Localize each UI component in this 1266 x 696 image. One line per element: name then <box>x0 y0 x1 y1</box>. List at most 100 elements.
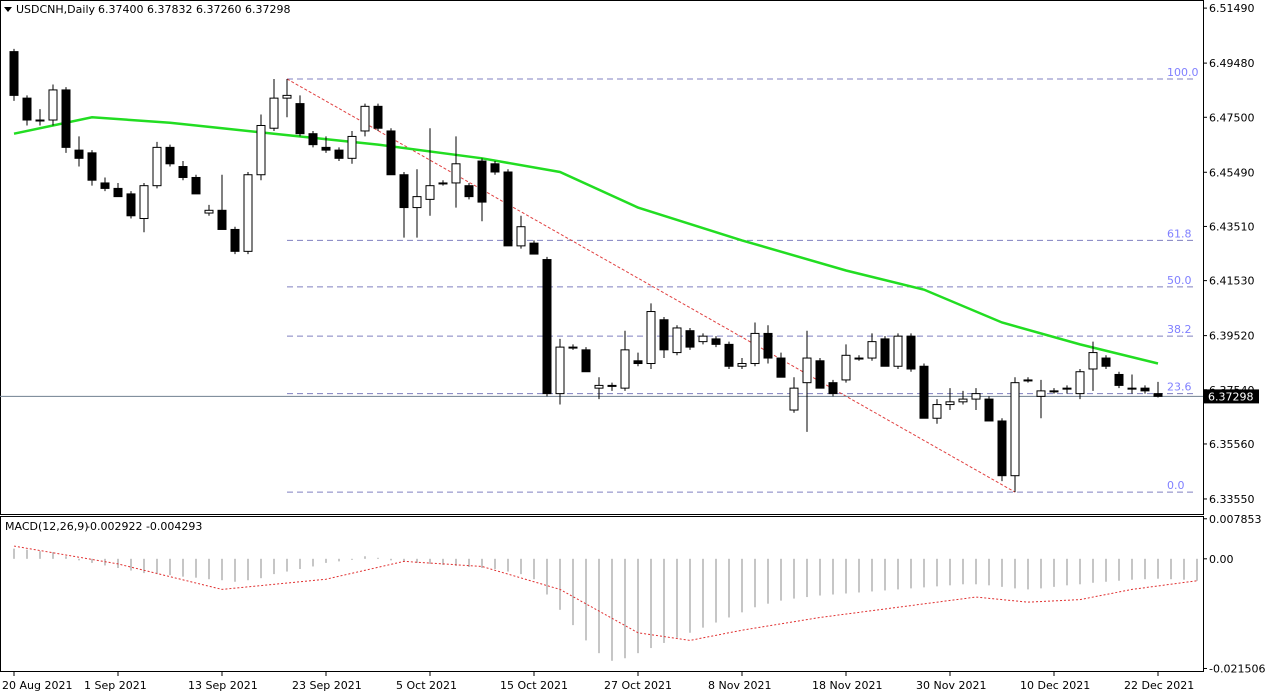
candle-body-up <box>646 311 656 365</box>
price-tick-label: 6.39520 <box>1209 330 1255 343</box>
candle-body-up <box>48 89 58 121</box>
candle-body-down <box>334 149 344 159</box>
candle-body-up <box>1049 390 1059 393</box>
chart-header: USDCNH,Daily 6.37400 6.37832 6.37260 6.3… <box>4 3 290 16</box>
macd-axis: 0.007853 0.00 -0.021506 <box>1203 513 1265 675</box>
candle-body-up <box>1062 387 1072 390</box>
candle-body-up <box>451 163 461 184</box>
candle-body-down <box>386 130 396 176</box>
macd-label: MACD(12,26,9) <box>5 520 89 533</box>
candle-body-up <box>412 196 422 209</box>
price-tick-label: 6.51490 <box>1209 2 1255 15</box>
macd-tick-label: -0.021506 <box>1209 662 1265 675</box>
fibonacci-levels: 100.0 61.8 50.0 38.2 23.6 0.0 <box>0 66 1203 493</box>
macd-plot-frame <box>0 516 1204 672</box>
candle-body-down <box>919 365 929 419</box>
price-tick-label: 6.33550 <box>1209 493 1255 506</box>
candle-body-up <box>139 185 149 220</box>
candle-body-down <box>490 163 500 173</box>
candle-body-down <box>399 174 409 209</box>
candle-body-down <box>815 360 825 389</box>
candle-body-down <box>1114 373 1124 386</box>
candle-body-up <box>750 332 760 365</box>
time-tick-label: 27 Oct 2021 <box>604 679 672 692</box>
macd-tick-label: 0.00 <box>1209 553 1234 566</box>
candle-body-up <box>204 209 214 214</box>
price-axis: 6.51490 6.49480 6.47500 6.45490 6.43510 6.415… <box>1203 2 1259 506</box>
candle-body-down <box>880 338 890 367</box>
candle-body-up <box>867 341 877 359</box>
fib-level-label: 38.2 <box>1167 323 1192 336</box>
time-tick-label: 23 Sep 2021 <box>292 679 362 692</box>
candle-body-down <box>724 343 734 367</box>
candle-body-down <box>373 105 383 129</box>
candle-body-down <box>633 360 643 365</box>
candle-body-up <box>269 97 279 129</box>
candle-body-down <box>61 89 71 148</box>
price-tick-label: 6.41530 <box>1209 275 1255 288</box>
time-tick-label: 8 Nov 2021 <box>708 679 771 692</box>
time-tick-label: 10 Dec 2021 <box>1020 679 1090 692</box>
candle-body-down <box>22 97 32 121</box>
candle-body-down <box>1153 393 1163 397</box>
candle-body-up <box>620 349 630 389</box>
candle-body-down <box>74 149 84 159</box>
fib-level-label: 0.0 <box>1167 479 1185 492</box>
candle-body-down <box>997 420 1007 477</box>
candle-body-down <box>581 349 591 373</box>
price-tick-label: 6.45490 <box>1209 166 1255 179</box>
candle-body-up <box>737 363 747 367</box>
candle-body-down <box>984 398 994 422</box>
current-price-badge <box>1204 389 1259 404</box>
candle-body-down <box>711 338 721 345</box>
candle-body-down <box>477 160 487 203</box>
time-axis: 20 Aug 2021 1 Sep 2021 13 Sep 2021 23 Sep 2… <box>2 672 1194 692</box>
time-tick-label: 20 Aug 2021 <box>2 679 72 692</box>
candle-body-down <box>776 357 786 378</box>
fib-level-label: 50.0 <box>1167 274 1192 287</box>
candle-body-up <box>893 335 903 367</box>
macd-indicator <box>13 545 1198 661</box>
candle-body-down <box>178 166 188 178</box>
candle-body-down <box>763 332 773 359</box>
candle-body-down <box>165 146 175 165</box>
candle-body-down <box>906 335 916 370</box>
candle-body-down <box>191 176 201 195</box>
candle-body-up <box>958 398 968 403</box>
fib-level-label: 61.8 <box>1167 227 1192 240</box>
price-tick-label: 6.49480 <box>1209 57 1255 70</box>
candle-body-up <box>672 327 682 354</box>
candle-body-up <box>789 387 799 411</box>
candle-body-up <box>1075 371 1085 395</box>
candle-body-down <box>217 209 227 230</box>
candle-body-up <box>35 119 45 122</box>
fib-level-label: 100.0 <box>1167 66 1199 79</box>
candlesticks <box>9 48 1163 493</box>
candle-body-down <box>295 103 305 135</box>
candle-body-down <box>1140 387 1150 392</box>
price-tick-label: 6.35560 <box>1209 438 1255 451</box>
candle-body-up <box>555 346 565 395</box>
candle-body-up <box>854 357 864 360</box>
candle-body-up <box>152 146 162 187</box>
time-tick-label: 15 Oct 2021 <box>500 679 568 692</box>
candle-body-up <box>256 124 266 176</box>
candle-body-down <box>464 185 474 198</box>
candle-body-down <box>126 193 136 217</box>
time-tick-label: 30 Nov 2021 <box>916 679 986 692</box>
candle-body-up <box>698 335 708 343</box>
candle-body-up <box>282 94 292 99</box>
moving-average <box>13 116 1159 365</box>
macd-values: -0.002922 -0.004293 <box>86 520 202 533</box>
candle-body-up <box>932 404 942 419</box>
candle-body-down <box>659 319 669 351</box>
time-tick-label: 18 Nov 2021 <box>812 679 882 692</box>
candle-body-down <box>113 187 123 198</box>
candle-body-down <box>685 330 695 348</box>
candle-body-up <box>607 384 617 387</box>
dropdown-triangle-icon[interactable] <box>4 7 12 12</box>
candle-body-up <box>1010 382 1020 477</box>
time-tick-label: 13 Sep 2021 <box>188 679 258 692</box>
fib-trend-line <box>286 78 1016 493</box>
